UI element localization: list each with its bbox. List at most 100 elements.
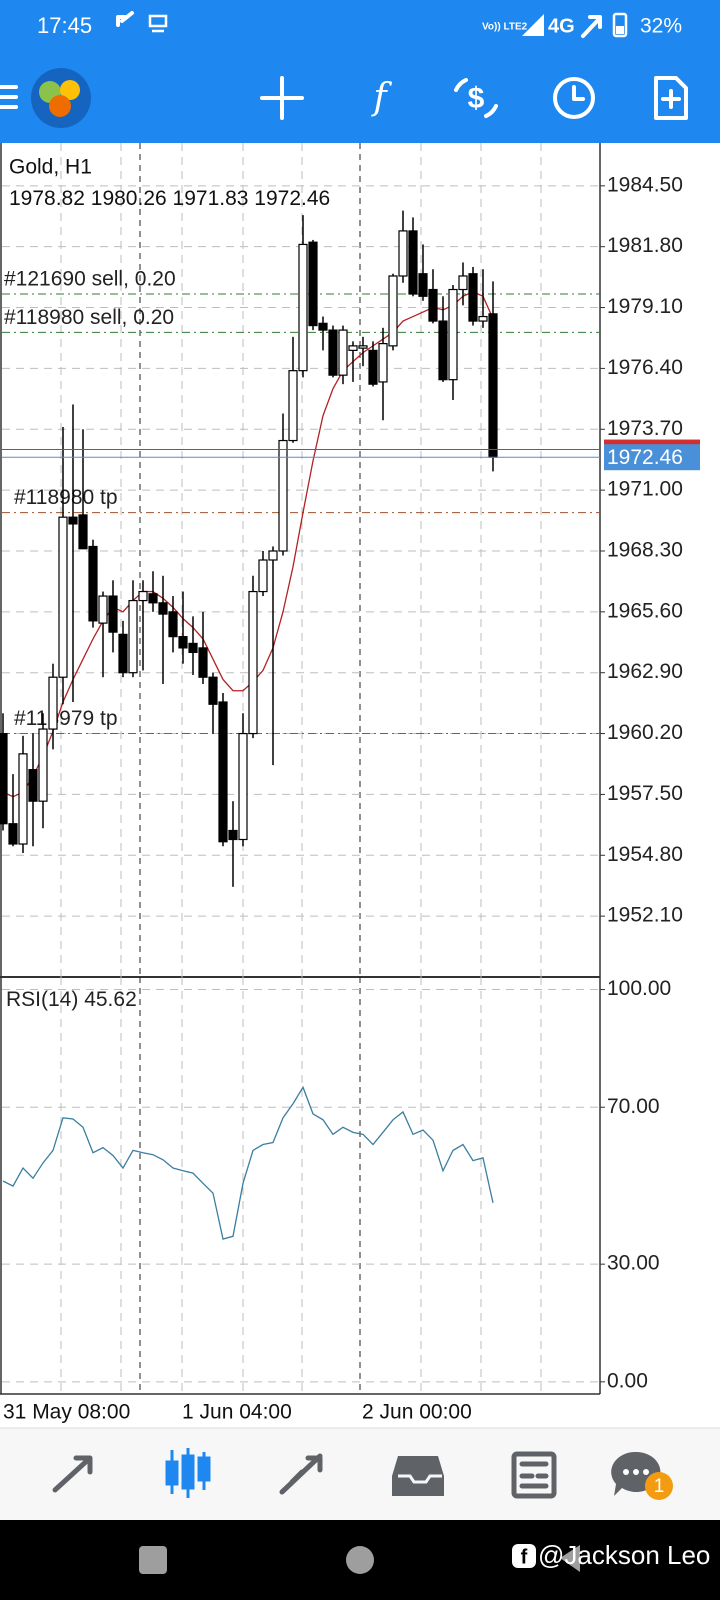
candle-body [298, 243, 308, 372]
candle-body [238, 732, 248, 841]
candle-body [268, 550, 278, 561]
y-tick-label: 1984.50 [607, 173, 683, 196]
battery: 32% [640, 15, 682, 38]
nav-quotes[interactable] [52, 1455, 93, 1493]
back-button[interactable] [560, 1545, 580, 1572]
app-bar [0, 0, 720, 143]
y-tick-label: 1952.10 [607, 904, 683, 927]
chart-area: 1984.50 1981.80 1979.10 1976.40 1973.70 1971.… [0, 143, 700, 1424]
candle-body [358, 345, 368, 349]
candle-body [458, 275, 468, 291]
rsi-line [2, 1085, 494, 1240]
svg-text:Vo)) LTE2: Vo)) LTE2 [482, 22, 528, 33]
candle-body [338, 329, 348, 376]
moving-average [2, 291, 494, 798]
ohlc-values: 1978.82 1980.26 1971.83 1972.46 [9, 187, 330, 210]
home-button[interactable] [346, 1546, 374, 1574]
candle-body [248, 590, 258, 735]
ohlc-close: 1972.46 [254, 187, 330, 210]
candle-body [228, 829, 238, 841]
candle-body [148, 593, 158, 604]
y-tick-label: 1957.50 [607, 782, 683, 805]
bottom-nav [0, 1428, 720, 1520]
candle-body [398, 230, 408, 277]
indicator-value: 45.62 [84, 988, 137, 1011]
badge [645, 1472, 673, 1500]
template-button[interactable] [654, 76, 688, 120]
candle-body [448, 288, 458, 381]
trade-button[interactable]: $ [454, 78, 498, 118]
time: 17:45 [37, 13, 92, 38]
fb-letter: f [521, 1546, 528, 1568]
candle-body [98, 595, 108, 624]
crosshair-button[interactable] [260, 76, 304, 120]
app-logo[interactable] [31, 68, 91, 128]
status-icons: Vo)) LTE2 [116, 11, 628, 38]
period-button[interactable] [553, 77, 595, 119]
nav-chart[interactable] [165, 1448, 211, 1498]
order-label: #118979 tp [14, 707, 118, 730]
ohlc-open: 1978.82 [9, 187, 85, 210]
chart-title: Gold, H1 [9, 156, 92, 179]
candle-body [308, 241, 318, 327]
candle-body [378, 343, 388, 383]
nav-trade[interactable] [279, 1453, 323, 1495]
order-label: #118980 sell, 0.20 [4, 306, 174, 329]
candle-body [488, 313, 498, 458]
candle-body [418, 273, 428, 297]
candle-body [138, 590, 148, 602]
recents-button[interactable] [139, 1546, 167, 1574]
rsi-title: RSI(14) 45.62 [6, 988, 137, 1011]
y-tick-label: 100.00 [607, 977, 671, 1000]
y-tick-label: 1954.80 [607, 843, 683, 866]
order-label: #118980 tp [14, 486, 118, 509]
candle-body [348, 345, 358, 351]
candle-body [468, 273, 478, 322]
watermark: @Jackson Leo [538, 1540, 710, 1570]
candle-body [218, 701, 228, 843]
y-tick-label: 1981.80 [607, 234, 683, 257]
candle-body [208, 676, 218, 705]
candle-body [0, 732, 8, 825]
menu-button[interactable] [0, 85, 18, 109]
y-tick-label: 1973.70 [607, 417, 683, 440]
badge-count: 1 [654, 1476, 665, 1497]
candle-body [178, 636, 188, 649]
ohlc-high: 1980.26 [91, 187, 167, 210]
y-tick-label: 1971.00 [607, 478, 683, 501]
candle-body [368, 349, 378, 385]
candle-body [28, 769, 38, 802]
candle-body [38, 728, 48, 802]
order-label: #121690 sell, 0.20 [4, 268, 176, 291]
candle-body [108, 595, 118, 633]
candle-body [478, 315, 488, 322]
candle-body [18, 753, 28, 845]
candle-body [438, 320, 448, 381]
y-tick-label: 1965.60 [607, 599, 683, 622]
candle-body [258, 559, 268, 593]
indicator-name: RSI(14) [6, 988, 78, 1011]
candle-body [428, 288, 438, 322]
y-tick-label: 1979.10 [607, 295, 683, 318]
y-tick-label: 1968.30 [607, 539, 683, 562]
candle-body [48, 676, 58, 730]
candle-body [278, 439, 288, 552]
candle-body [78, 514, 88, 550]
candle-body [118, 633, 128, 674]
nav-history[interactable] [392, 1456, 444, 1496]
candle-body [198, 647, 208, 678]
candle-body [58, 516, 68, 678]
candle-body [168, 611, 178, 638]
nav-news[interactable] [511, 1451, 557, 1499]
candle-body [388, 275, 398, 347]
y-tick-label: 0.00 [607, 1369, 648, 1392]
svg-text:$: $ [468, 82, 485, 115]
candle-body [288, 370, 298, 442]
network: 4G [548, 15, 575, 37]
x-tick-label: 2 Jun 00:00 [362, 1401, 472, 1424]
bid-label: 1972.46 [607, 446, 683, 469]
y-tick-label: 70.00 [607, 1095, 660, 1118]
candle-body [158, 602, 168, 615]
